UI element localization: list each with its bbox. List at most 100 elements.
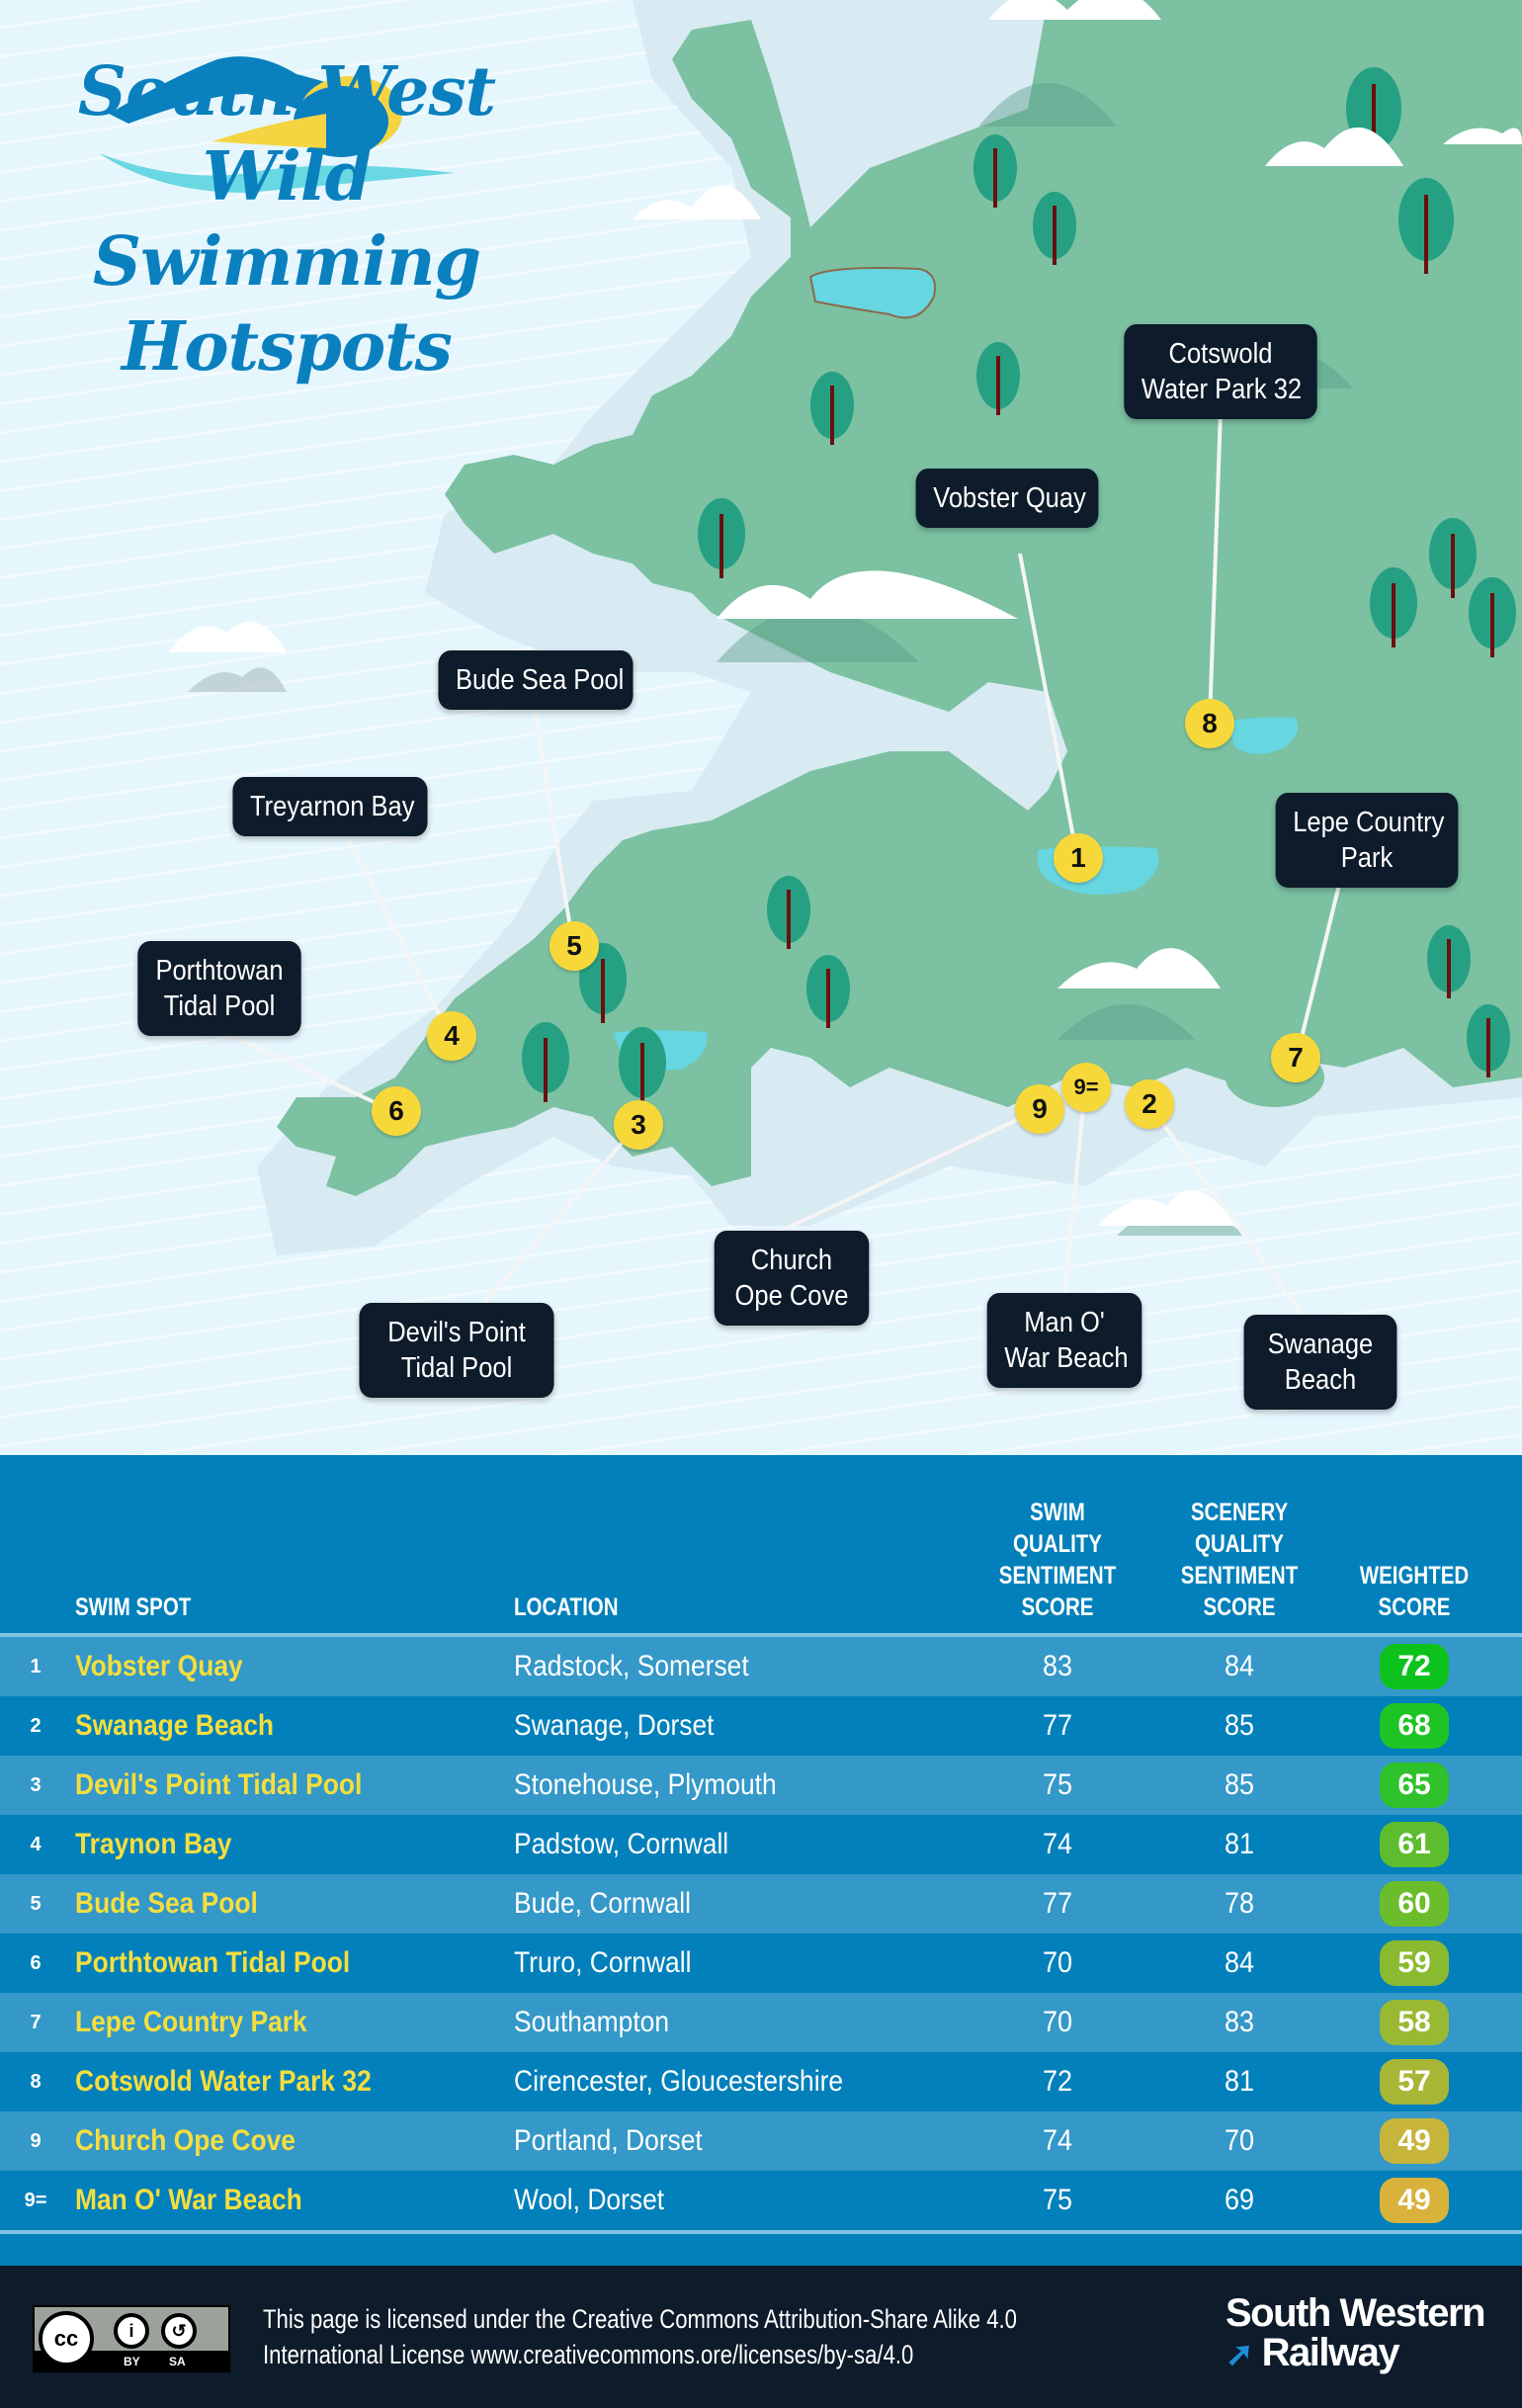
weighted-score-badge: 72 (1380, 1644, 1449, 1689)
table-row[interactable]: 2 Swanage Beach Swanage, Dorset 77 85 68 (0, 1696, 1522, 1756)
header-weighted-score[interactable]: WEIGHTED SCORE (1349, 1560, 1479, 1623)
callout-text: Church (750, 1245, 833, 1276)
callout-devils-point-tidal-pool[interactable]: Devil's Point Tidal Pool (359, 1303, 554, 1398)
table-bottom-divider (0, 2230, 1522, 2234)
header-location[interactable]: LOCATION (514, 1593, 619, 1621)
license-line-2[interactable]: International License www.creativecommon… (263, 2340, 914, 2369)
callout-porthtowan-tidal-pool[interactable]: Porthtowan Tidal Pool (137, 941, 301, 1036)
rank: 1 (30, 1656, 42, 1677)
map-pin-1[interactable]: 1 (1054, 833, 1103, 883)
map-pin-6[interactable]: 6 (372, 1086, 421, 1136)
header-text: SCENERY (1190, 1499, 1289, 1526)
header-text: QUALITY (1195, 1530, 1284, 1558)
swim-spot: Traynon Bay (75, 1828, 232, 1860)
cc-by-label: BY (124, 2355, 140, 2368)
callout-text: Tidal Pool (400, 1352, 513, 1384)
table-row[interactable]: 8 Cotswold Water Park 32 Cirencester, Gl… (0, 2052, 1522, 2111)
map-pin-5[interactable]: 5 (550, 921, 599, 971)
footer: cc i ↺ BY SA This page is licensed under… (0, 2266, 1522, 2408)
table-row[interactable]: 6 Porthtowan Tidal Pool Truro, Cornwall … (0, 1934, 1522, 1993)
header-text: SCORE (1378, 1593, 1451, 1621)
location: Padstow, Cornwall (514, 1828, 729, 1860)
swim-score: 70 (1042, 1946, 1073, 1979)
swim-spot: Devil's Point Tidal Pool (75, 1768, 363, 1801)
rank: 7 (30, 2012, 42, 2033)
map-pin-7[interactable]: 7 (1271, 1033, 1320, 1082)
map-section: South West Wild Swimming Hotspots Cotswo… (0, 0, 1522, 1455)
callout-bude-sea-pool[interactable]: Bude Sea Pool (438, 650, 634, 710)
header-scenery-quality[interactable]: SCENERY QUALITY SENTIMENT SCORE (1174, 1497, 1304, 1623)
map-pin-2[interactable]: 2 (1125, 1079, 1174, 1129)
header-text: WEIGHTED (1359, 1562, 1470, 1590)
table-row[interactable]: 3 Devil's Point Tidal Pool Stonehouse, P… (0, 1756, 1522, 1815)
callout-man-o-war-beach[interactable]: Man O' War Beach (986, 1293, 1142, 1388)
cc-logo: cc (39, 2311, 94, 2366)
table-row[interactable]: 9= Man O' War Beach Wool, Dorset 75 69 4… (0, 2171, 1522, 2230)
table-row[interactable]: 7 Lepe Country Park Southampton 70 83 58 (0, 1993, 1522, 2052)
weighted-score-badge: 59 (1380, 1940, 1449, 1986)
scenery-score: 69 (1224, 2184, 1255, 2216)
rank: 2 (30, 1715, 42, 1737)
weighted-score-badge: 58 (1380, 2000, 1449, 2045)
location: Stonehouse, Plymouth (514, 1768, 777, 1801)
location: Cirencester, Gloucestershire (514, 2065, 844, 2098)
header-swim-spot[interactable]: SWIM SPOT (75, 1593, 192, 1621)
scenery-score: 83 (1224, 2006, 1255, 2038)
map-pin-4[interactable]: 4 (427, 1011, 476, 1061)
location: Bude, Cornwall (514, 1887, 692, 1920)
creative-commons-icon[interactable]: cc i ↺ BY SA (33, 2305, 230, 2372)
map-pin-9-equal[interactable]: 9= (1061, 1063, 1111, 1112)
callout-text: Swanage (1267, 1329, 1374, 1360)
scenery-score: 85 (1224, 1709, 1255, 1742)
table-row[interactable]: 4 Traynon Bay Padstow, Cornwall 74 81 61 (0, 1815, 1522, 1874)
callout-cotswold-water-park[interactable]: Cotswold Water Park 32 (1124, 324, 1317, 419)
callout-church-ope-cove[interactable]: Church Ope Cove (714, 1231, 870, 1326)
by-icon: i (114, 2313, 149, 2349)
scenery-score: 85 (1224, 1768, 1255, 1801)
swimmer-icon (99, 56, 455, 193)
callout-text: Lepe Country (1293, 807, 1445, 838)
swim-score: 74 (1042, 2124, 1073, 2157)
callout-swanage-beach[interactable]: Swanage Beach (1243, 1315, 1397, 1410)
license-text: This page is licensed under the Creative… (263, 2301, 1017, 2372)
brand-line-2: Railway (1261, 2331, 1400, 2374)
header-text: SWIM (1030, 1499, 1085, 1526)
table-row[interactable]: 9 Church Ope Cove Portland, Dorset 74 70… (0, 2111, 1522, 2171)
callout-lepe-country-park[interactable]: Lepe Country Park (1275, 793, 1459, 888)
callout-text: Beach (1284, 1364, 1357, 1396)
map-pin-8[interactable]: 8 (1185, 699, 1234, 748)
swim-score: 70 (1042, 2006, 1073, 2038)
railway-arrow-icon: ➚ (1226, 2336, 1254, 2373)
table-header: SWIM SPOT LOCATION SWIM QUALITY SENTIMEN… (0, 1455, 1522, 1633)
table-row[interactable]: 5 Bude Sea Pool Bude, Cornwall 77 78 60 (0, 1874, 1522, 1934)
rankings-table: SWIM SPOT LOCATION SWIM QUALITY SENTIMEN… (0, 1455, 1522, 2266)
weighted-score-badge: 49 (1380, 2178, 1449, 2223)
cc-sa-label: SA (169, 2355, 186, 2368)
header-divider (0, 1633, 1522, 1637)
weighted-score-badge: 68 (1380, 1703, 1449, 1749)
header-swim-quality[interactable]: SWIM QUALITY SENTIMENT SCORE (992, 1497, 1122, 1623)
callout-text: Man O' (1024, 1307, 1105, 1338)
swim-score: 75 (1042, 1768, 1073, 1801)
callout-treyarnon-bay[interactable]: Treyarnon Bay (232, 777, 428, 836)
map-pin-9[interactable]: 9 (1015, 1084, 1064, 1134)
callout-vobster-quay[interactable]: Vobster Quay (915, 469, 1099, 528)
location: Wool, Dorset (514, 2184, 665, 2216)
swim-spot: Man O' War Beach (75, 2184, 302, 2216)
swim-spot: Swanage Beach (75, 1709, 275, 1742)
scenery-score: 84 (1224, 1946, 1255, 1979)
scenery-score: 84 (1224, 1650, 1255, 1682)
rank: 4 (30, 1834, 42, 1855)
weighted-score-badge: 65 (1380, 1763, 1449, 1808)
map-pin-3[interactable]: 3 (614, 1100, 663, 1150)
rank: 3 (30, 1774, 42, 1796)
south-western-railway-logo[interactable]: South Western ➚ Railway (1226, 2293, 1486, 2374)
swim-spot: Porthtowan Tidal Pool (75, 1946, 351, 1979)
table-row[interactable]: 1 Vobster Quay Radstock, Somerset 83 84 … (0, 1637, 1522, 1696)
rank: 9 (30, 2130, 42, 2152)
callout-text: Cotswold (1168, 338, 1273, 370)
swim-score: 72 (1042, 2065, 1073, 2098)
share-alike-icon: ↺ (161, 2313, 197, 2349)
title-line-3: Hotspots (122, 307, 453, 387)
swim-score: 74 (1042, 1828, 1073, 1860)
